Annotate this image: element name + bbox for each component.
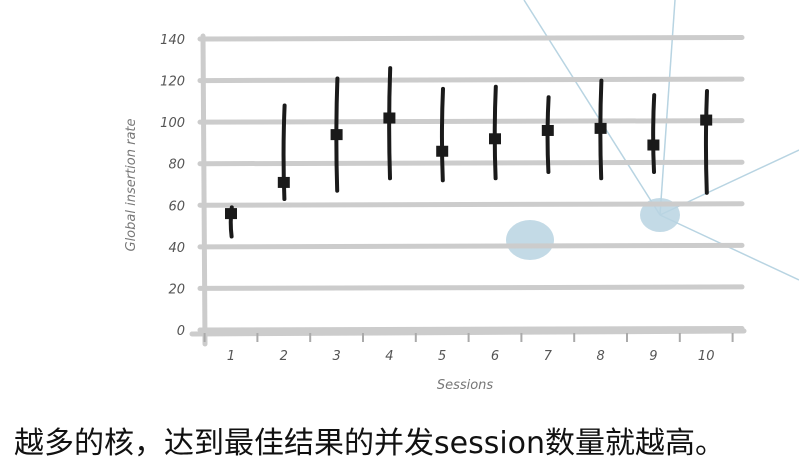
- x-tick-label: 5: [438, 349, 446, 364]
- x-tick-label: 1: [227, 349, 235, 364]
- y-tick-label: 80: [168, 158, 185, 173]
- data-point: [489, 133, 501, 145]
- grid-line: [197, 201, 745, 208]
- grid-line: [197, 159, 745, 167]
- overlay-line: [523, 0, 661, 216]
- axes: [189, 33, 747, 347]
- error-bar: [492, 84, 498, 181]
- x-tick-label: 3: [332, 349, 340, 364]
- y-tick-label: 140: [160, 33, 185, 48]
- data-point: [277, 176, 290, 188]
- caption-text: 越多的核，达到最佳结果的并发session数量就越高。: [14, 426, 726, 461]
- error-bar: [703, 88, 709, 195]
- y-tick-labels: 0 20 40 60 80 100 120 140: [160, 33, 185, 339]
- x-tick-label: 6: [491, 349, 499, 364]
- x-axis-label: Sessions: [437, 378, 494, 393]
- grid-line: [197, 76, 745, 84]
- grid-line: [197, 118, 745, 125]
- y-axis-label: Global insertion rate: [124, 118, 139, 251]
- grid-line: [197, 35, 745, 42]
- x-tick-label: 8: [596, 349, 604, 364]
- y-tick-label: 20: [168, 282, 185, 297]
- x-tick-label: 7: [544, 349, 553, 364]
- grid-line: [197, 284, 745, 291]
- data-points: [225, 112, 713, 220]
- grid-line: [197, 326, 745, 333]
- y-tick-label: 60: [168, 199, 185, 214]
- y-tick-label: 0: [177, 324, 185, 339]
- y-axis-line: [200, 33, 208, 347]
- overlay-line: [659, 0, 676, 216]
- grid-line: [197, 242, 745, 250]
- x-tick-label: 9: [649, 349, 657, 364]
- x-tick-label: 10: [698, 349, 715, 364]
- data-point: [541, 124, 554, 136]
- data-point: [225, 208, 237, 220]
- data-point: [594, 122, 607, 134]
- y-tick-label: 100: [160, 116, 185, 131]
- data-point: [647, 139, 660, 151]
- data-point: [383, 112, 396, 124]
- error-bars: [228, 66, 709, 239]
- x-tick-labels: 1 2 3 4 5 6 7 8 9 10: [227, 349, 715, 364]
- y-tick-label: 40: [168, 241, 185, 256]
- data-point: [330, 129, 343, 141]
- error-bar: [651, 93, 657, 175]
- data-point: [700, 114, 713, 126]
- x-axis-line: [189, 328, 747, 337]
- error-bar: [281, 103, 287, 202]
- x-tick-label: 4: [385, 349, 393, 364]
- data-point: [436, 145, 449, 157]
- x-tick-label: 2: [280, 349, 288, 364]
- y-tick-label: 120: [160, 75, 185, 90]
- overlay-circle: [506, 220, 554, 260]
- error-bar: [439, 86, 445, 183]
